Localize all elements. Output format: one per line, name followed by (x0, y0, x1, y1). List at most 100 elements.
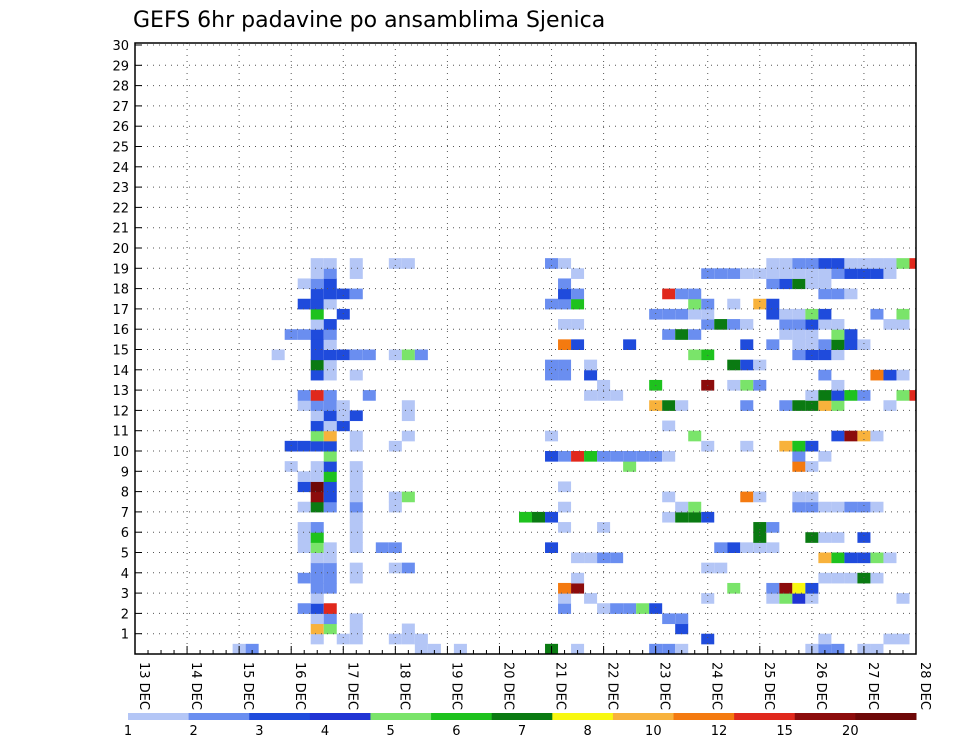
heatmap-cell (545, 451, 559, 462)
heatmap-cell (818, 552, 832, 564)
chart-title: GEFS 6hr padavine po ansamblima Sjenica (133, 8, 605, 33)
heatmap-cell (297, 501, 311, 513)
heatmap-cell (310, 430, 324, 442)
heatmap-cell (792, 501, 806, 513)
heatmap-cell (727, 359, 741, 371)
legend-label: 5 (387, 724, 395, 739)
heatmap-cell (284, 329, 298, 340)
heatmap-cell (297, 329, 311, 340)
y-tick-label: 24 (112, 161, 129, 176)
x-axis-ticks: 13 DEC 14 DEC 15 DEC 16 DEC 17 DEC 18 DEC 19 D… (134, 646, 932, 710)
heatmap-cell (323, 481, 337, 493)
heatmap-cell (818, 532, 832, 543)
heatmap-cell (675, 329, 689, 340)
heatmap-cell (753, 359, 767, 371)
heatmap-cell (571, 582, 585, 594)
heatmap-cell (310, 613, 324, 625)
heatmap-cell (675, 400, 689, 411)
heatmap-cell (792, 329, 806, 340)
heatmap-cell (310, 440, 324, 452)
heatmap-cell (805, 491, 819, 503)
heatmap-cell (779, 258, 793, 269)
heatmap-cell (766, 268, 780, 279)
y-tick-label: 15 (112, 344, 129, 359)
heatmap-cell (896, 258, 910, 269)
heatmap-cell (727, 319, 741, 330)
heatmap-cell (636, 451, 650, 462)
heatmap-cell (349, 440, 363, 452)
heatmap-cell (414, 643, 428, 655)
heatmap-cell (545, 359, 559, 371)
heatmap-cell (584, 552, 598, 564)
heatmap-cell (675, 308, 689, 320)
legend-swatch (794, 713, 856, 720)
heatmap-cell (349, 461, 363, 472)
heatmap-cell (349, 410, 363, 422)
heatmap-cell (844, 390, 858, 401)
x-tick-label: 21 DEC (553, 662, 568, 710)
heatmap-cell (571, 298, 585, 310)
heatmap-cell (792, 308, 806, 320)
x-tick-label: 15 DEC (240, 662, 255, 710)
heatmap-cell (349, 501, 363, 513)
heatmap-cell (349, 268, 363, 279)
heatmap-cell (831, 532, 845, 543)
heatmap-cell (909, 258, 916, 269)
heatmap-cell (323, 329, 337, 340)
heatmap-cell (597, 603, 611, 614)
heatmap-cell (623, 603, 637, 614)
heatmap-cell (818, 451, 832, 462)
heatmap-cell (349, 613, 363, 625)
y-tick-label: 14 (112, 364, 129, 379)
heatmap-cell (870, 430, 884, 442)
heatmap-cell (336, 633, 350, 645)
heatmap-cell (870, 268, 884, 279)
x-tick-label: 28 DEC (917, 662, 932, 710)
heatmap-cell (727, 582, 741, 594)
heatmap-cell (701, 440, 715, 452)
heatmap-cell (844, 572, 858, 584)
heatmap-cell (349, 633, 363, 645)
heatmap-cell (792, 440, 806, 452)
heatmap-cell (323, 430, 337, 442)
heatmap-cell (388, 258, 402, 269)
heatmap-cell (349, 542, 363, 553)
heatmap-cell (675, 288, 689, 300)
heatmap-cell (779, 319, 793, 330)
heatmap-cell (323, 572, 337, 584)
heatmap-cell (310, 369, 324, 381)
heatmap-cell (610, 451, 624, 462)
heatmap-cell (323, 471, 337, 482)
heatmap-cell (857, 501, 871, 513)
heatmap-cell (792, 451, 806, 462)
heatmap-cell (297, 278, 311, 290)
heatmap-cell (349, 258, 363, 269)
x-tick-label: 17 DEC (344, 662, 359, 710)
heatmap-cell (701, 593, 715, 604)
color-legend: 1 2 3 4 5 6 7 8 10 12 15 20 (124, 713, 917, 739)
heatmap-cell (323, 542, 337, 553)
heatmap-cell (571, 552, 585, 564)
y-tick-label: 26 (112, 120, 129, 135)
heatmap-cell (323, 288, 337, 300)
heatmap-cell (310, 298, 324, 310)
heatmap-cell (831, 400, 845, 411)
heatmap-cell (323, 410, 337, 422)
heatmap-cell (310, 593, 324, 604)
heatmap-cell (792, 582, 806, 594)
heatmap-cell (883, 400, 897, 411)
heatmap-cell (896, 390, 910, 401)
heatmap-cell (284, 461, 298, 472)
heatmap-cell (753, 532, 767, 543)
y-tick-label: 11 (112, 425, 129, 440)
heatmap-cell (545, 369, 559, 381)
legend-label: 8 (584, 724, 592, 739)
heatmap-cell (844, 552, 858, 564)
heatmap-cell (401, 410, 415, 422)
heatmap-cell (896, 369, 910, 381)
heatmap-cell (388, 349, 402, 361)
heatmap-cell (805, 258, 819, 269)
heatmap-cell (388, 491, 402, 503)
heatmap-cell (662, 451, 676, 462)
